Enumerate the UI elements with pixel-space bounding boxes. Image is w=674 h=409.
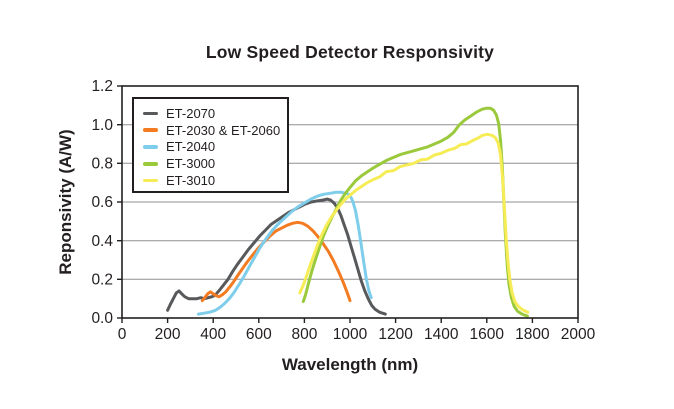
legend-label: ET-2040	[166, 139, 216, 155]
legend-item: ET-2070	[143, 105, 287, 122]
x-tick-label: 1400	[424, 326, 459, 343]
x-axis-label: Wavelength (nm)	[281, 355, 419, 374]
y-tick-label: 1.0	[91, 117, 113, 134]
x-tick-label: 1200	[378, 326, 413, 343]
legend-swatch	[143, 145, 158, 149]
x-tick-label: 400	[200, 326, 226, 343]
x-tick-label: 600	[246, 326, 272, 343]
legend-item: ET-2030 & ET-2060	[143, 122, 287, 139]
x-tick-label: 800	[291, 326, 317, 343]
y-tick-label: 0.4	[91, 233, 113, 250]
legend-item: ET-2040	[143, 139, 287, 156]
chart-title: Low Speed Detector Responsivity	[205, 42, 495, 62]
legend-swatch	[143, 111, 158, 116]
legend-swatch	[143, 178, 158, 183]
y-axis-label: Reponsivity (A/W)	[56, 129, 75, 275]
legend-item: ET-3010	[143, 172, 287, 189]
legend-label: ET-2030 & ET-2060	[166, 122, 281, 138]
legend-swatch	[143, 128, 158, 133]
series-line-et-3010	[298, 132, 530, 314]
legend-label: ET-3000	[166, 156, 216, 172]
series-line-et-2070	[166, 197, 387, 316]
series-line-et-2040	[196, 190, 373, 316]
x-tick-label: 1800	[515, 326, 550, 343]
series-line-et-2030-et-2060	[200, 220, 352, 303]
x-tick-label: 1600	[470, 326, 505, 343]
legend: ET-2070 ET-2030 & ET-2060 ET-2040 ET-3000 ET…	[132, 97, 289, 193]
x-tick-label: 0	[118, 326, 127, 343]
legend-swatch	[143, 161, 158, 166]
y-tick-label: 1.2	[91, 78, 113, 95]
x-tick-label: 1000	[333, 326, 368, 343]
legend-item: ET-3000	[143, 155, 287, 172]
y-tick-label: 0.6	[91, 194, 113, 211]
x-tick-label: 200	[155, 326, 181, 343]
legend-label: ET-2070	[166, 105, 216, 121]
legend-label: ET-3010	[166, 173, 216, 189]
y-tick-label: 0.2	[91, 272, 113, 289]
y-tick-label: 0.0	[91, 310, 113, 327]
x-tick-label: 2000	[561, 326, 596, 343]
y-tick-label: 0.8	[91, 156, 113, 173]
series-line-et-3000	[301, 106, 529, 318]
